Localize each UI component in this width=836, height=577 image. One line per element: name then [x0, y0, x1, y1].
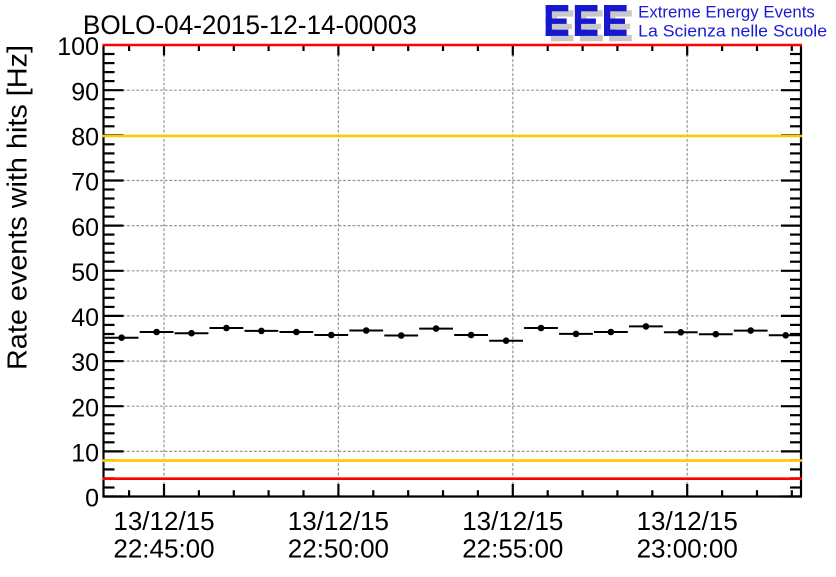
svg-text:Extreme Energy Events: Extreme Energy Events	[638, 3, 815, 21]
svg-text:60: 60	[71, 214, 99, 242]
svg-text:22:45:00: 22:45:00	[113, 533, 214, 563]
svg-text:Rate events with hits [Hz]: Rate events with hits [Hz]	[2, 45, 33, 370]
svg-text:13/12/15: 13/12/15	[113, 506, 214, 536]
svg-text:70: 70	[71, 169, 99, 197]
svg-text:90: 90	[71, 78, 99, 106]
svg-text:20: 20	[71, 394, 99, 422]
svg-text:BOLO-04-2015-12-14-00003: BOLO-04-2015-12-14-00003	[83, 10, 417, 40]
svg-text:0: 0	[85, 485, 99, 513]
svg-text:30: 30	[71, 349, 99, 377]
svg-text:10: 10	[71, 440, 99, 468]
svg-text:La Scienza nelle Scuole: La Scienza nelle Scuole	[638, 23, 827, 41]
svg-text:22:55:00: 22:55:00	[462, 533, 563, 563]
svg-text:50: 50	[71, 259, 99, 287]
svg-text:40: 40	[71, 304, 99, 332]
svg-text:13/12/15: 13/12/15	[462, 506, 563, 536]
svg-text:80: 80	[71, 124, 99, 152]
svg-text:100: 100	[57, 33, 99, 61]
svg-text:23:00:00: 23:00:00	[637, 533, 738, 563]
svg-text:13/12/15: 13/12/15	[288, 506, 389, 536]
svg-text:13/12/15: 13/12/15	[637, 506, 738, 536]
svg-text:22:50:00: 22:50:00	[288, 533, 389, 563]
